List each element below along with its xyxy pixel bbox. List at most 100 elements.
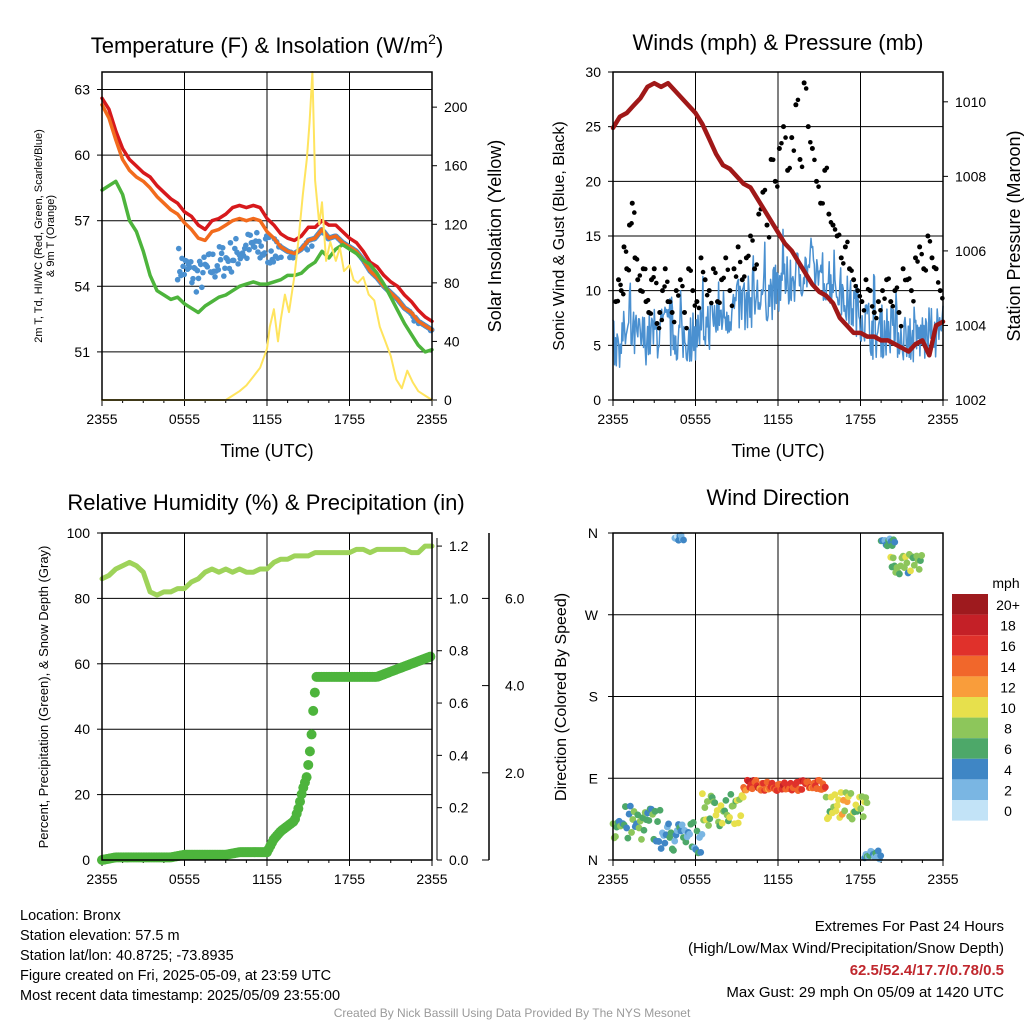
- gust-point: [913, 255, 918, 261]
- gust-point: [680, 283, 685, 289]
- y-tick-label: 60: [74, 147, 90, 163]
- gust-point: [727, 288, 733, 294]
- series-2m-td: [100, 179, 434, 354]
- created-text: Figure created on Fri, 2025-05-09, at 23…: [20, 968, 332, 984]
- hiwc-point: [197, 261, 204, 268]
- y-axis-label: Direction (Colored By Speed): [553, 593, 570, 801]
- gust-point: [618, 282, 623, 288]
- gust-point: [812, 157, 817, 163]
- gust-point: [861, 308, 867, 313]
- gust-point: [937, 288, 943, 294]
- chart-title: Temperature (F) & Insolation (W/m2): [91, 31, 444, 58]
- direction-point: [682, 838, 690, 846]
- hiwc-point: [221, 273, 227, 279]
- gust-point: [770, 157, 776, 163]
- gust-point: [871, 310, 877, 316]
- direction-point: [804, 778, 812, 786]
- hiwc-point: [254, 229, 260, 236]
- direction-point: [821, 783, 829, 791]
- gust-point: [665, 279, 670, 285]
- gust-point: [623, 249, 629, 254]
- hiwc-point: [210, 251, 216, 258]
- direction-point: [917, 557, 924, 565]
- hiwc-point: [270, 259, 277, 265]
- x-tick-label: 1755: [334, 871, 365, 887]
- gust-point: [634, 257, 640, 262]
- chart-temp: Temperature (F) & Insolation (W/m2) 51 54 5…: [33, 31, 505, 461]
- legend-label: 10: [1000, 700, 1016, 716]
- hiwc-point: [227, 239, 234, 246]
- gust-point: [632, 210, 637, 215]
- y-tick-label: 63: [74, 81, 90, 97]
- direction-point: [623, 824, 631, 832]
- direction-point: [727, 790, 735, 798]
- direction-point: [734, 819, 742, 827]
- gust-point: [660, 288, 665, 294]
- hiwc-point: [219, 244, 226, 251]
- gust-point: [651, 274, 656, 280]
- x-tick-label: 2355: [927, 871, 958, 887]
- y-tick-label: 20: [74, 787, 90, 803]
- direction-point: [877, 852, 885, 860]
- y2-tick-label: 1002: [955, 392, 986, 408]
- hiwc-point: [228, 269, 235, 275]
- direction-point: [621, 803, 629, 810]
- x-axis-label: Time (UTC): [731, 441, 824, 461]
- gust-point: [863, 277, 869, 283]
- y-tick-label: 0: [593, 392, 601, 408]
- hiwc-point: [268, 248, 274, 254]
- direction-point: [678, 821, 686, 829]
- y-tick-label: 100: [67, 525, 91, 541]
- direction-point: [832, 807, 840, 815]
- gust-point: [820, 201, 825, 206]
- extremes-desc: (High/Low/Max Wind/Precipitation/Snow De…: [688, 940, 1004, 957]
- gust-point: [886, 276, 891, 281]
- legend-label: 16: [1000, 638, 1016, 654]
- gust-point: [696, 305, 702, 311]
- gust-point: [849, 268, 854, 273]
- y-tick-label: 30: [585, 64, 601, 80]
- gust-point: [762, 187, 768, 193]
- direction-point: [661, 839, 669, 847]
- gust-point: [894, 285, 900, 290]
- gust-point: [713, 270, 718, 276]
- gust-point: [629, 221, 634, 226]
- y2-tick-label: 0.2: [449, 800, 469, 816]
- direction-point: [896, 570, 903, 578]
- hiwc-point: [261, 250, 268, 256]
- direction-point: [859, 813, 867, 821]
- gust-point: [878, 307, 883, 313]
- gust-point: [832, 227, 838, 232]
- gust-point: [776, 146, 782, 152]
- direction-point: [737, 812, 745, 820]
- precip-point: [301, 772, 312, 783]
- y2-tick-label: 0.8: [449, 643, 469, 659]
- chart-wind: Winds (mph) & Pressure (mb) 0 5 10 15 20 25 30 1…: [551, 30, 1024, 461]
- legend-label: 6: [1004, 741, 1012, 757]
- direction-point: [837, 789, 845, 796]
- hiwc-point: [256, 238, 262, 245]
- y-tick-label: 15: [585, 228, 601, 244]
- direction-point: [748, 785, 756, 793]
- gust-point: [917, 244, 923, 250]
- y2-tick-label: 1006: [955, 243, 986, 259]
- gust-point: [797, 156, 803, 162]
- direction-point: [862, 794, 870, 802]
- precip-point: [303, 759, 314, 770]
- gust-point: [925, 233, 931, 239]
- x-tick-label: 2355: [416, 411, 447, 427]
- gust-point: [933, 266, 939, 272]
- direction-point: [680, 536, 687, 544]
- gust-point: [656, 325, 662, 331]
- direction-point: [726, 813, 733, 821]
- y2-tick-label: 1008: [955, 168, 986, 184]
- x-tick-label: 2355: [597, 411, 628, 427]
- direction-point: [722, 797, 730, 804]
- gust-point: [723, 255, 729, 261]
- gust-point: [851, 277, 857, 283]
- y-axis-label: Percent, Precipitation (Green), & Snow D…: [36, 546, 51, 849]
- gust-point: [717, 300, 722, 306]
- gust-point: [935, 280, 941, 285]
- chart-title: Relative Humidity (%) & Precipitation (i…: [67, 490, 464, 515]
- x-tick-label: 1155: [763, 871, 793, 887]
